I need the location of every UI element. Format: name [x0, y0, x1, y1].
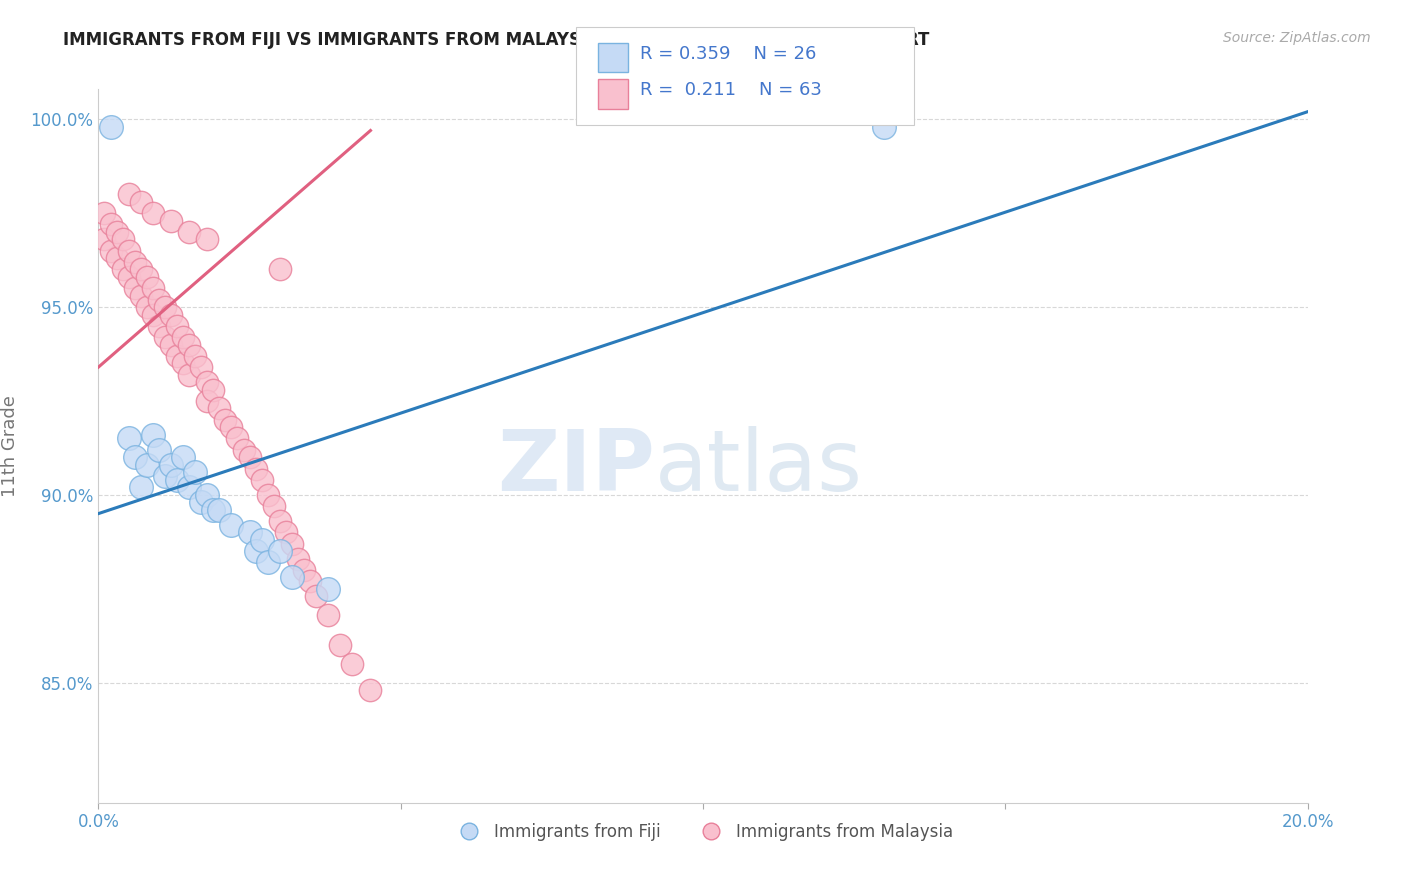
Text: Source: ZipAtlas.com: Source: ZipAtlas.com: [1223, 31, 1371, 45]
Point: [118, 187, 141, 202]
Point: [256, 556, 278, 570]
Text: ZIP: ZIP: [496, 425, 655, 509]
Point: [239, 525, 262, 540]
Point: [195, 393, 218, 408]
Point: [329, 638, 352, 652]
Text: R = 0.359    N = 26: R = 0.359 N = 26: [640, 45, 815, 62]
Point: [142, 427, 165, 442]
Point: [172, 450, 194, 465]
Point: [93, 206, 115, 220]
Point: [316, 607, 339, 622]
Point: [153, 300, 176, 314]
Point: [118, 432, 141, 446]
Point: [142, 308, 165, 322]
Point: [250, 473, 273, 487]
Point: [250, 533, 273, 547]
Point: [195, 375, 218, 389]
Point: [129, 194, 152, 209]
Point: [179, 225, 201, 239]
Point: [111, 262, 134, 277]
Point: [342, 657, 364, 671]
Point: [160, 213, 183, 227]
Point: [292, 563, 315, 577]
Point: [190, 360, 212, 375]
Point: [129, 289, 152, 303]
Point: [111, 232, 134, 246]
Text: IMMIGRANTS FROM FIJI VS IMMIGRANTS FROM MALAYSIA 11TH GRADE CORRELATION CHART: IMMIGRANTS FROM FIJI VS IMMIGRANTS FROM …: [63, 31, 929, 49]
Point: [124, 450, 146, 465]
Text: R =  0.211    N = 63: R = 0.211 N = 63: [640, 81, 821, 99]
Point: [100, 218, 122, 232]
Point: [269, 262, 291, 277]
Point: [245, 461, 267, 475]
Point: [166, 349, 188, 363]
Point: [184, 465, 207, 479]
Point: [100, 120, 122, 134]
Point: [263, 499, 285, 513]
Point: [148, 442, 170, 457]
Point: [100, 244, 122, 258]
Point: [135, 300, 157, 314]
Point: [360, 683, 382, 698]
Point: [148, 293, 170, 307]
Point: [118, 270, 141, 285]
Point: [129, 480, 152, 494]
Point: [179, 368, 201, 382]
Legend: Immigrants from Fiji, Immigrants from Malaysia: Immigrants from Fiji, Immigrants from Ma…: [446, 817, 960, 848]
Point: [195, 232, 218, 246]
Point: [245, 544, 267, 558]
Point: [124, 255, 146, 269]
Point: [281, 570, 304, 584]
Point: [118, 244, 141, 258]
Point: [202, 383, 225, 397]
Point: [179, 337, 201, 351]
Point: [142, 206, 165, 220]
Point: [232, 442, 254, 457]
Point: [124, 281, 146, 295]
Point: [135, 270, 157, 285]
Y-axis label: 11th Grade: 11th Grade: [1, 395, 20, 497]
Point: [239, 450, 262, 465]
Point: [166, 318, 188, 333]
Point: [269, 514, 291, 528]
Point: [287, 551, 309, 566]
Point: [148, 318, 170, 333]
Text: atlas: atlas: [655, 425, 863, 509]
Point: [221, 420, 243, 434]
Point: [153, 469, 176, 483]
Point: [202, 503, 225, 517]
Point: [195, 488, 218, 502]
Point: [221, 517, 243, 532]
Point: [105, 225, 128, 239]
Point: [142, 281, 165, 295]
Point: [305, 589, 328, 603]
Point: [256, 488, 278, 502]
Point: [153, 330, 176, 344]
Point: [190, 495, 212, 509]
Point: [269, 544, 291, 558]
Point: [299, 574, 322, 589]
Point: [160, 308, 183, 322]
Point: [93, 232, 115, 246]
Point: [226, 432, 249, 446]
Point: [214, 413, 236, 427]
Point: [129, 262, 152, 277]
Point: [208, 503, 231, 517]
Point: [160, 337, 183, 351]
Point: [184, 349, 207, 363]
Point: [274, 525, 297, 540]
Point: [166, 473, 188, 487]
Point: [172, 330, 194, 344]
Point: [281, 536, 304, 550]
Point: [316, 582, 339, 596]
Point: [105, 251, 128, 265]
Point: [172, 356, 194, 370]
Point: [873, 120, 896, 134]
Point: [160, 458, 183, 472]
Point: [179, 480, 201, 494]
Point: [135, 458, 157, 472]
Point: [208, 401, 231, 416]
